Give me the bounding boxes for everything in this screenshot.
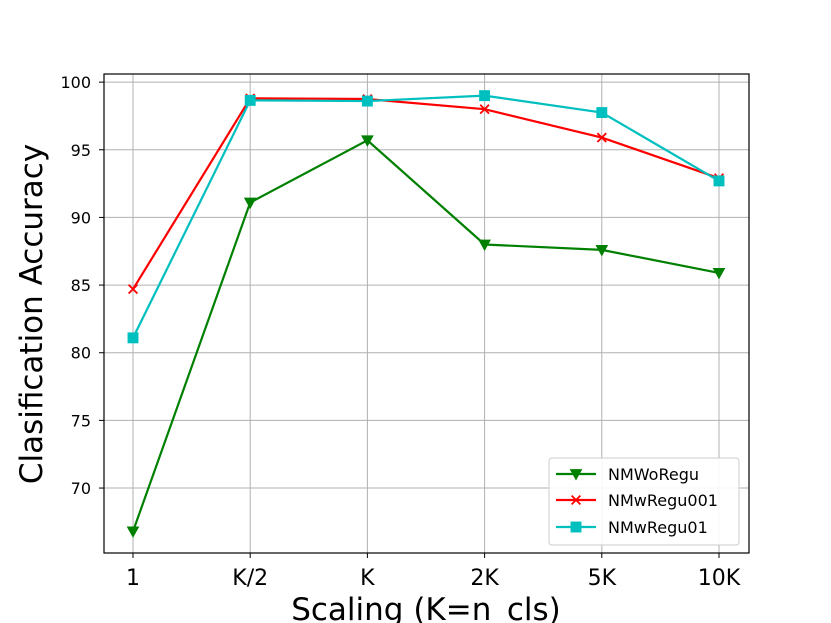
- legend-label: NMwRegu001: [608, 491, 718, 510]
- data-point-marker: [244, 94, 256, 106]
- x-tick-label: K: [360, 566, 375, 591]
- x-tick-label: 10K: [698, 566, 741, 591]
- data-point-marker: [479, 90, 491, 102]
- data-point-marker: [595, 245, 609, 257]
- axis-ticks: 1 K/2 K 2K 5K 10K 70 75 80 85 90 95 100: [60, 73, 740, 591]
- series-line: [132, 97, 720, 290]
- y-tick-label: 75: [71, 411, 91, 430]
- x-marker-stroke: [127, 284, 139, 295]
- y-tick-label: 70: [71, 479, 91, 498]
- grid-lines: [104, 74, 749, 553]
- x-marker-stroke: [479, 104, 490, 115]
- data-point-marker: [478, 239, 491, 252]
- series-layer: [126, 90, 726, 538]
- y-axis-title: Clasification Accuracy: [14, 144, 50, 484]
- x-tick-label: K/2: [232, 566, 268, 591]
- plot-area-frame: [103, 73, 750, 554]
- y-tick-label: 95: [71, 141, 91, 160]
- series-line: [131, 138, 720, 532]
- data-point-marker: [570, 494, 582, 506]
- legend-entry: NMwRegu001: [556, 491, 718, 510]
- y-tick-label: 80: [71, 344, 91, 363]
- x-tick-label: 1: [126, 566, 140, 591]
- x-tick-label: 5K: [588, 566, 617, 591]
- legend: NMWoRegu NMwRegu001 NMwRegu01: [548, 457, 740, 546]
- x-tick-label: 2K: [470, 566, 499, 591]
- data-point-marker: [127, 284, 139, 295]
- data-point-marker: [569, 469, 583, 481]
- data-point-marker: [596, 132, 607, 143]
- data-point-marker: [126, 526, 140, 538]
- data-point-marker: [361, 135, 374, 147]
- y-tick-label: 85: [71, 276, 91, 295]
- legend-label: NMWoRegu: [608, 465, 699, 484]
- legend-label: NMwRegu01: [608, 518, 708, 537]
- series-NMwRegu01: [127, 90, 725, 344]
- legend-box: [548, 457, 740, 546]
- y-tick-label: 90: [71, 208, 91, 227]
- x-marker-stroke: [596, 132, 607, 143]
- data-point-marker: [712, 268, 726, 280]
- series-line: [132, 94, 720, 339]
- data-point-marker: [570, 521, 582, 533]
- x-marker-stroke: [570, 494, 582, 506]
- data-point-marker: [361, 95, 373, 107]
- data-point-marker: [243, 197, 257, 210]
- data-point-marker: [713, 175, 725, 187]
- legend-entry: NMWoRegu: [556, 465, 699, 484]
- data-point-marker: [127, 332, 139, 344]
- data-point-marker: [596, 107, 608, 119]
- x-axis-title: Scaling (K=n_cls): [291, 592, 561, 623]
- legend-entry: NMwRegu01: [556, 518, 708, 537]
- y-tick-label: 100: [60, 73, 91, 92]
- series-NMWoRegu: [126, 135, 726, 538]
- data-point-marker: [479, 104, 490, 115]
